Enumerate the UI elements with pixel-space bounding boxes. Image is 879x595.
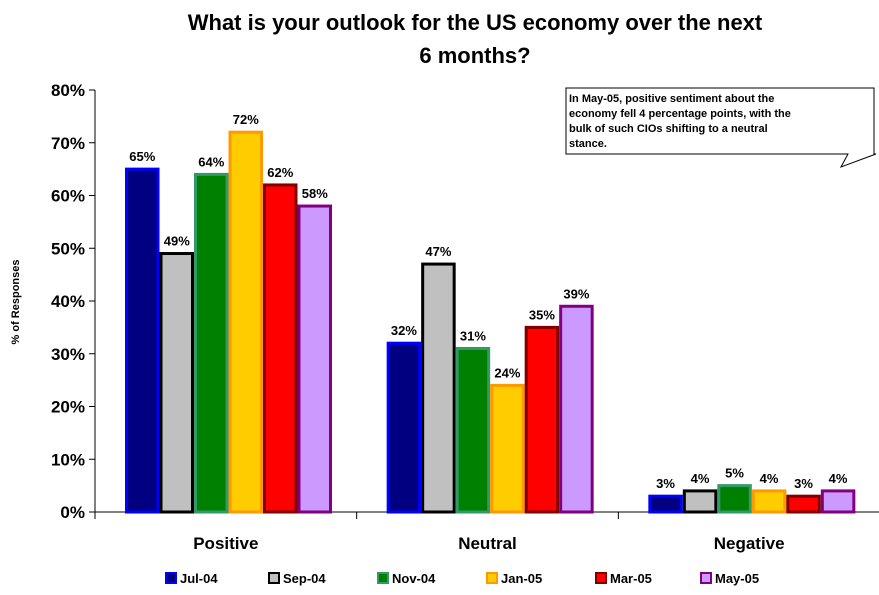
data-label: 47% <box>425 244 451 259</box>
bar <box>648 494 683 514</box>
annotation-text-line: In May-05, positive sentiment about the <box>569 93 774 105</box>
legend-swatch <box>700 572 712 584</box>
data-label: 64% <box>198 154 224 169</box>
legend-swatch <box>595 572 607 584</box>
data-label: 3% <box>794 476 813 491</box>
legend-swatch <box>486 572 498 584</box>
bar <box>682 489 718 514</box>
annotation-text-line: bulk of such CIOs shifting to a neutral <box>569 123 768 135</box>
bar <box>490 383 525 514</box>
bar <box>786 494 821 514</box>
legend-label: Nov-04 <box>392 571 436 586</box>
annotation-callout: In May-05, positive sentiment about the e… <box>565 87 877 168</box>
legend: Jul-04 Sep-04 Nov-04 Jan-05 Mar-05 May-05 <box>165 571 759 586</box>
bars <box>125 130 856 514</box>
legend-label: Mar-05 <box>610 571 652 586</box>
data-label: 49% <box>164 234 190 249</box>
data-label: 4% <box>691 471 710 486</box>
bar <box>751 489 787 514</box>
data-label: 65% <box>129 149 155 164</box>
data-label: 5% <box>725 466 744 481</box>
data-label: 4% <box>760 471 779 486</box>
y-tick-label: 60% <box>51 187 85 206</box>
data-label: 35% <box>529 307 555 322</box>
data-label: 58% <box>302 186 328 201</box>
bar <box>125 167 160 514</box>
x-category-label: Negative <box>714 534 785 553</box>
chart-title-line-2: 6 months? <box>419 43 530 68</box>
bar <box>717 484 752 514</box>
legend-label: May-05 <box>715 571 759 586</box>
legend-swatch <box>377 572 389 584</box>
legend-label: Jan-05 <box>501 571 542 586</box>
bar <box>455 346 491 514</box>
bar <box>386 341 422 514</box>
data-label: 4% <box>829 471 848 486</box>
annotation-text-line: stance. <box>569 138 607 150</box>
y-tick-label: 80% <box>51 81 85 100</box>
y-tick-label: 0% <box>60 503 85 522</box>
bar <box>263 183 298 514</box>
bar <box>159 252 194 514</box>
y-axis-label: % of Responses <box>10 260 22 345</box>
y-tick-label: 20% <box>51 398 85 417</box>
y-tick-label: 50% <box>51 239 85 258</box>
data-label: 3% <box>656 476 675 491</box>
annotation-box <box>565 87 877 168</box>
bar <box>297 204 332 514</box>
legend-swatch <box>165 572 177 584</box>
legend-label: Jul-04 <box>180 571 218 586</box>
x-category-label: Neutral <box>458 534 517 553</box>
annotation-text-line: economy fell 4 percentage points, with t… <box>569 108 791 120</box>
legend-swatch <box>268 572 280 584</box>
y-tick-label: 30% <box>51 345 85 364</box>
legend-label: Sep-04 <box>283 571 326 586</box>
bar <box>524 325 560 514</box>
chart-title-line-1: What is your outlook for the US economy … <box>188 10 763 35</box>
y-tick-label: 10% <box>51 450 85 469</box>
data-label: 24% <box>494 365 520 380</box>
bar <box>194 172 229 514</box>
bar <box>421 262 456 514</box>
bar <box>559 304 594 514</box>
bar <box>228 130 263 514</box>
data-label: 62% <box>267 165 293 180</box>
data-labels: 65% 32% 3% 49% 47% 4% 64% 31% 5% 72% 24% 4% 62% 35% 3%… <box>129 112 848 491</box>
data-label: 31% <box>460 328 486 343</box>
y-tick-label: 70% <box>51 134 85 153</box>
data-label: 32% <box>391 323 417 338</box>
data-label: 39% <box>563 286 589 301</box>
axes: 0% 10% 20% 30% 40% 50% 60% 70% 80% Positive Neutra… <box>51 81 879 553</box>
bar <box>820 489 856 514</box>
y-tick-label: 40% <box>51 292 85 311</box>
data-label: 72% <box>233 112 259 127</box>
x-category-label: Positive <box>193 534 258 553</box>
